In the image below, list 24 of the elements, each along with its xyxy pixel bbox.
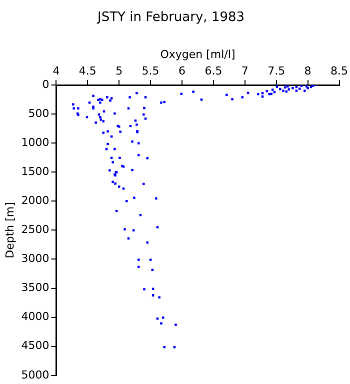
chart-title: JSTY in February, 1983 <box>96 10 245 26</box>
x-axis-title: Oxygen [ml/l] <box>160 48 236 62</box>
y-axis-title: Depth [m] <box>3 202 16 258</box>
y-tick-label: 4000 <box>21 310 50 324</box>
x-tick-label: 5 <box>116 64 123 78</box>
y-tick-label: 1000 <box>21 136 50 149</box>
y-tick-label: 2500 <box>21 223 50 236</box>
y-tick-label: 4500 <box>21 339 50 352</box>
x-tick-label: 7 <box>241 64 248 78</box>
y-tick-label: 5000 <box>21 368 50 382</box>
y-tick-label: 1500 <box>21 164 50 178</box>
y-tick-label: 3000 <box>21 252 50 266</box>
x-tick-label: 6.5 <box>204 64 222 78</box>
y-tick-label: 2000 <box>21 194 50 208</box>
x-tick-label: 4.5 <box>78 64 96 78</box>
x-tick-label: 8.5 <box>330 64 348 78</box>
x-tick-label: 8 <box>304 64 312 78</box>
y-tick-label: 0 <box>42 78 50 91</box>
y-tick-label: 3500 <box>21 281 50 294</box>
y-tick-label: 500 <box>28 106 50 120</box>
x-tick-label: 6 <box>178 64 186 78</box>
x-tick-label: 4 <box>52 64 60 78</box>
x-tick-label: 7.5 <box>268 64 286 78</box>
x-tick-label: 5.5 <box>142 64 160 78</box>
